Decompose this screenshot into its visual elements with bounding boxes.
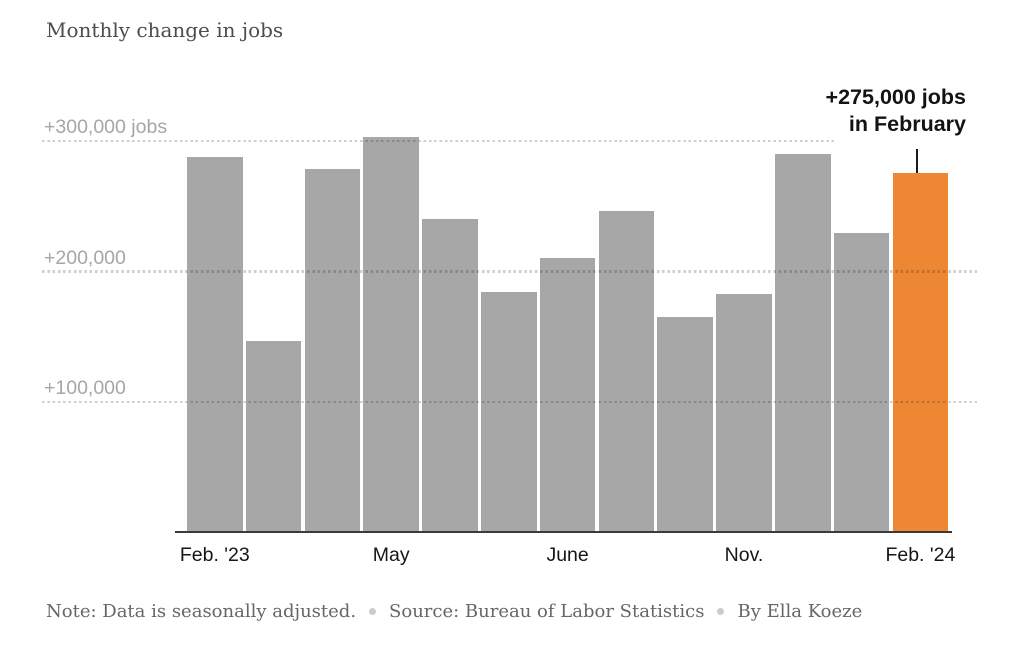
x-tick-label-3: May xyxy=(372,544,410,566)
x-axis-line xyxy=(175,531,952,533)
bar-3 xyxy=(363,136,419,532)
footer-note: Note: Data is seasonally adjusted. xyxy=(46,601,357,622)
footer-separator-dot xyxy=(717,608,725,615)
footer-source: Source: Bureau of Labor Statistics xyxy=(389,601,705,622)
bar-10 xyxy=(775,153,831,532)
footer-separator-dot xyxy=(369,608,377,615)
bar-6 xyxy=(539,257,596,532)
annotation-line1: +275,000 jobs xyxy=(825,85,966,109)
gridline-200000 xyxy=(42,270,977,273)
chart-title: Monthly change in jobs xyxy=(46,18,284,42)
bar-11 xyxy=(833,233,890,532)
chart-footer: Note: Data is seasonally adjusted. Sourc… xyxy=(46,600,862,623)
bar-4 xyxy=(422,218,478,532)
x-tick-label-9: Nov. xyxy=(724,544,764,566)
gridline-100000 xyxy=(42,400,977,404)
bar-1 xyxy=(245,341,302,532)
bar-highlighted xyxy=(892,173,949,532)
footer-byline: By Ella Koeze xyxy=(737,601,863,622)
x-tick-label-6: June xyxy=(546,544,589,566)
bar-9 xyxy=(716,294,772,532)
bar-0 xyxy=(187,157,243,532)
y-axis-label-300000: +300,000 jobs xyxy=(44,116,168,138)
bar-2 xyxy=(304,169,361,532)
annotation-highlight-value: +275,000 jobs in February xyxy=(815,84,966,138)
annotation-leader-line xyxy=(916,149,918,173)
bar-8 xyxy=(657,316,713,532)
bar-5 xyxy=(481,291,537,532)
y-axis-label-200000: +200,000 xyxy=(44,246,126,269)
x-tick-label-0: Feb. '23 xyxy=(179,544,250,566)
annotation-line2: in February xyxy=(848,112,966,136)
y-axis-label-100000: +100,000 xyxy=(44,377,126,399)
x-tick-label-12: Feb. '24 xyxy=(885,544,956,566)
gridline-300000 xyxy=(42,139,836,143)
bar-7 xyxy=(598,210,655,532)
